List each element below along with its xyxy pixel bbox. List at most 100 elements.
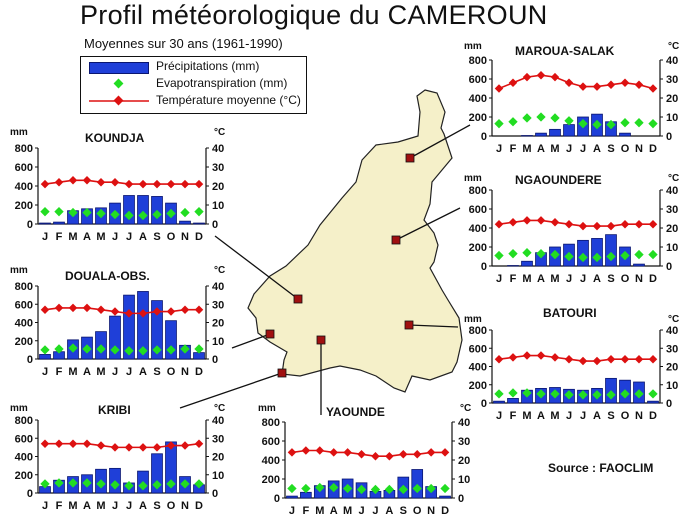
month-label: A: [139, 231, 147, 243]
month-label: A: [537, 410, 545, 422]
month-label: J: [289, 505, 295, 517]
evapo-point: [110, 480, 120, 490]
chart-title: DOUALA-OBS.: [65, 269, 150, 283]
temp-line: [291, 449, 446, 458]
month-label: J: [566, 410, 572, 422]
temp-point: [40, 305, 50, 314]
month-label: J: [42, 500, 48, 512]
left-tick-label: 600: [469, 204, 487, 216]
evapo-point: [342, 483, 353, 494]
temp-point: [138, 179, 148, 189]
left-tick-label: 400: [15, 181, 33, 193]
temp-point: [124, 309, 134, 318]
right-tick-label: 30: [666, 204, 678, 216]
month-label: J: [126, 366, 132, 378]
precip-bar: [53, 221, 65, 225]
temp-point: [180, 179, 190, 189]
right-axis-unit: °C: [668, 173, 679, 184]
evapo-point: [494, 389, 504, 399]
evapo-point: [508, 388, 518, 398]
evapo-point: [138, 346, 148, 356]
evapo-point: [152, 480, 162, 490]
temp-point: [54, 303, 64, 313]
evapo-point: [166, 208, 176, 219]
month-label: F: [510, 410, 517, 422]
temp-line: [44, 179, 199, 185]
evapo-point: [287, 483, 297, 494]
evapo-point: [426, 483, 436, 494]
month-label: J: [496, 143, 502, 155]
month-label: F: [56, 500, 63, 512]
evapo-point: [648, 389, 658, 399]
month-label: D: [649, 410, 657, 422]
left-tick-label: 400: [15, 452, 33, 464]
evapo-point: [550, 249, 560, 260]
month-label: F: [56, 366, 63, 378]
evapo-point: [138, 210, 148, 221]
month-label: A: [537, 273, 545, 285]
temp-point: [343, 448, 352, 457]
month-label: N: [181, 500, 189, 512]
right-tick-label: 10: [212, 336, 224, 348]
evapo-point: [564, 251, 574, 262]
temp-point: [606, 354, 616, 364]
month-label: N: [427, 505, 435, 517]
left-tick-label: 0: [27, 354, 33, 366]
evapo-point: [152, 345, 162, 355]
month-label: S: [607, 410, 614, 422]
left-tick-label: 800: [15, 281, 33, 293]
right-tick-label: 30: [212, 299, 224, 311]
source-note: Source : FAOCLIM: [548, 461, 654, 475]
temp-point: [522, 351, 532, 360]
evapo-point: [648, 118, 658, 129]
right-tick-label: 20: [666, 362, 678, 374]
evapo-point: [152, 209, 162, 220]
temp-point: [606, 221, 616, 231]
temp-point: [194, 305, 204, 314]
temp-point: [54, 439, 64, 448]
month-label: M: [96, 500, 105, 512]
temp-point: [578, 356, 588, 366]
right-tick-label: 40: [212, 143, 224, 155]
left-axis-unit: mm: [464, 314, 482, 325]
legend: Précipitations (mm) Evapotranspiration (…: [80, 56, 307, 114]
evapo-point: [82, 207, 92, 218]
temp-point: [180, 305, 190, 314]
temp-point: [494, 354, 504, 364]
month-label: M: [68, 231, 77, 243]
left-tick-label: 400: [15, 318, 33, 330]
precip-bar: [179, 220, 191, 225]
right-tick-label: 0: [458, 493, 464, 505]
evapo-point: [124, 481, 134, 491]
left-tick-label: 0: [27, 488, 33, 500]
precip-bar: [286, 495, 298, 499]
left-tick-label: 600: [469, 343, 487, 355]
precip-bar: [493, 400, 505, 404]
temp-point: [399, 450, 408, 459]
left-tick-label: 800: [469, 325, 487, 337]
evapo-point: [180, 479, 190, 489]
temp-point: [82, 303, 92, 313]
temp-point: [54, 177, 64, 187]
precip-bar: [439, 495, 451, 499]
temp-point: [620, 219, 630, 229]
temp-point: [592, 221, 602, 231]
temp-point: [96, 177, 106, 187]
evapo-point: [54, 206, 64, 217]
month-label: N: [181, 366, 189, 378]
evapo-point: [194, 344, 204, 354]
legend-temp-swatch: [89, 95, 149, 107]
left-tick-label: 600: [469, 74, 487, 86]
right-tick-label: 20: [212, 452, 224, 464]
evapo-point: [440, 483, 450, 494]
temp-point: [110, 307, 120, 316]
month-label: N: [635, 410, 643, 422]
evapo-point: [606, 119, 616, 130]
evapo-point: [494, 250, 504, 261]
chart-title: KOUNDJA: [85, 131, 145, 145]
temp-point: [110, 177, 120, 187]
evapo-point: [194, 206, 204, 217]
evapo-point: [550, 113, 560, 123]
